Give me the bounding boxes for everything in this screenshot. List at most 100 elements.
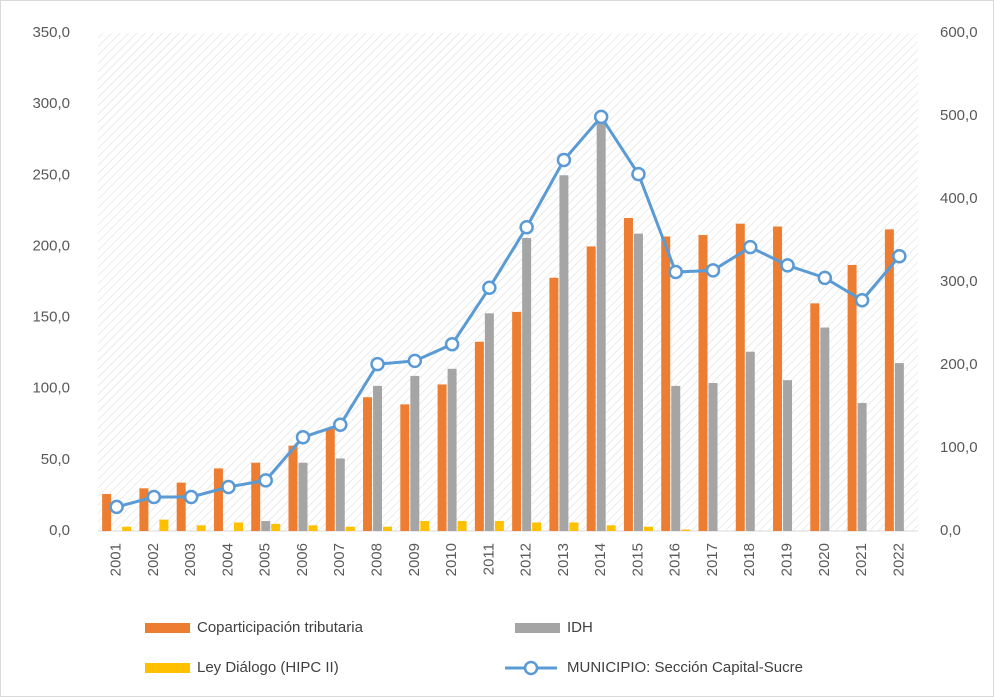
line-marker <box>221 479 236 495</box>
bar <box>894 363 904 531</box>
bar <box>410 375 420 531</box>
bar <box>325 428 335 531</box>
x-tick-label: 2005 <box>257 543 274 576</box>
x-tick-label: 2019 <box>779 543 796 576</box>
y2-tick-label: 0,0 <box>940 522 961 539</box>
x-tick-label: 2010 <box>443 543 460 576</box>
bar <box>420 521 430 531</box>
bar <box>437 384 447 531</box>
line-marker <box>556 152 572 168</box>
line-marker <box>146 489 162 505</box>
bar <box>643 526 653 531</box>
legend-label: MUNICIPIO: Sección Capital-Sucre <box>567 659 803 676</box>
x-tick-label: 2021 <box>853 543 870 576</box>
line-marker <box>183 489 199 505</box>
x-tick-label: 2018 <box>741 543 758 576</box>
line-marker <box>407 353 423 369</box>
x-tick-label: 2014 <box>592 543 609 576</box>
legend: Coparticipación tributaria IDH Ley Diálogo… <box>145 619 803 676</box>
line-marker <box>295 429 311 445</box>
bar <box>494 521 504 531</box>
bar <box>606 525 616 531</box>
bar <box>373 385 383 531</box>
x-tick-label: 2011 <box>480 543 497 575</box>
bar <box>298 462 308 531</box>
line-marker <box>631 166 646 182</box>
y2-tick-label: 600,0 <box>940 24 978 41</box>
x-tick-label: 2003 <box>182 543 199 576</box>
bar <box>847 264 857 531</box>
line-marker <box>892 249 907 264</box>
bar <box>857 402 867 531</box>
x-tick-label: 2017 <box>704 543 721 576</box>
line-marker <box>444 337 460 352</box>
bar <box>233 522 243 531</box>
line <box>116 114 901 509</box>
bar <box>559 175 569 532</box>
bar <box>681 529 691 531</box>
bar <box>213 468 223 531</box>
y-tick-label: 350,0 <box>32 24 70 41</box>
bar <box>261 521 271 531</box>
line-marker <box>743 239 758 255</box>
x-tick-label: 2012 <box>518 543 535 576</box>
bar <box>400 404 410 531</box>
bar <box>586 246 596 531</box>
bar <box>671 385 681 531</box>
y-tick-label: 250,0 <box>32 166 70 183</box>
bar <box>363 397 373 531</box>
bar <box>102 494 112 531</box>
x-tick-label: 2004 <box>219 543 236 576</box>
legend-label: Coparticipación tributaria <box>197 619 364 636</box>
plot-area <box>98 33 918 531</box>
y2-tick-label: 100,0 <box>940 439 978 456</box>
bar <box>345 526 355 531</box>
bar <box>159 519 169 531</box>
x-tick-label: 2007 <box>331 543 348 576</box>
line-marker <box>482 280 497 296</box>
y2-tick-label: 200,0 <box>940 356 978 373</box>
legend-swatch <box>145 623 190 633</box>
bar <box>810 303 820 531</box>
legend-swatch <box>515 623 560 633</box>
line-marker <box>705 263 721 278</box>
x-tick-label: 2022 <box>890 543 907 576</box>
bar <box>383 526 393 531</box>
bar <box>139 488 149 531</box>
line-marker <box>258 473 273 488</box>
bar <box>735 223 745 532</box>
y-tick-label: 300,0 <box>32 95 70 112</box>
y-tick-label: 50,0 <box>41 451 70 468</box>
bar <box>308 525 318 531</box>
bar <box>271 523 281 531</box>
bar <box>745 351 755 531</box>
line-marker <box>780 258 795 273</box>
bar <box>335 458 345 531</box>
bar <box>773 226 783 531</box>
x-tick-label: 2015 <box>629 543 646 576</box>
y-tick-label: 100,0 <box>32 380 70 397</box>
line-marker <box>593 109 609 125</box>
y-tick-label: 200,0 <box>32 237 70 254</box>
bar <box>549 277 559 531</box>
bar <box>447 368 457 531</box>
x-tick-label: 2016 <box>667 543 684 576</box>
bar <box>596 118 606 531</box>
line-marker <box>109 499 124 515</box>
legend-swatch-marker <box>523 660 539 676</box>
line-marker <box>333 417 348 433</box>
y2-tick-label: 400,0 <box>940 190 978 207</box>
x-tick-label: 2020 <box>816 543 833 576</box>
y-tick-label: 150,0 <box>32 309 70 326</box>
bar <box>820 327 830 531</box>
x-tick-label: 2009 <box>406 543 423 576</box>
legend-label: Ley Diálogo (HIPC II) <box>197 659 339 676</box>
y2-tick-label: 500,0 <box>940 107 978 124</box>
bar <box>633 233 643 531</box>
bar <box>884 229 894 531</box>
x-tick-label: 2006 <box>294 543 311 576</box>
bar <box>708 383 718 531</box>
bar <box>532 522 542 531</box>
line-marker <box>519 219 534 235</box>
